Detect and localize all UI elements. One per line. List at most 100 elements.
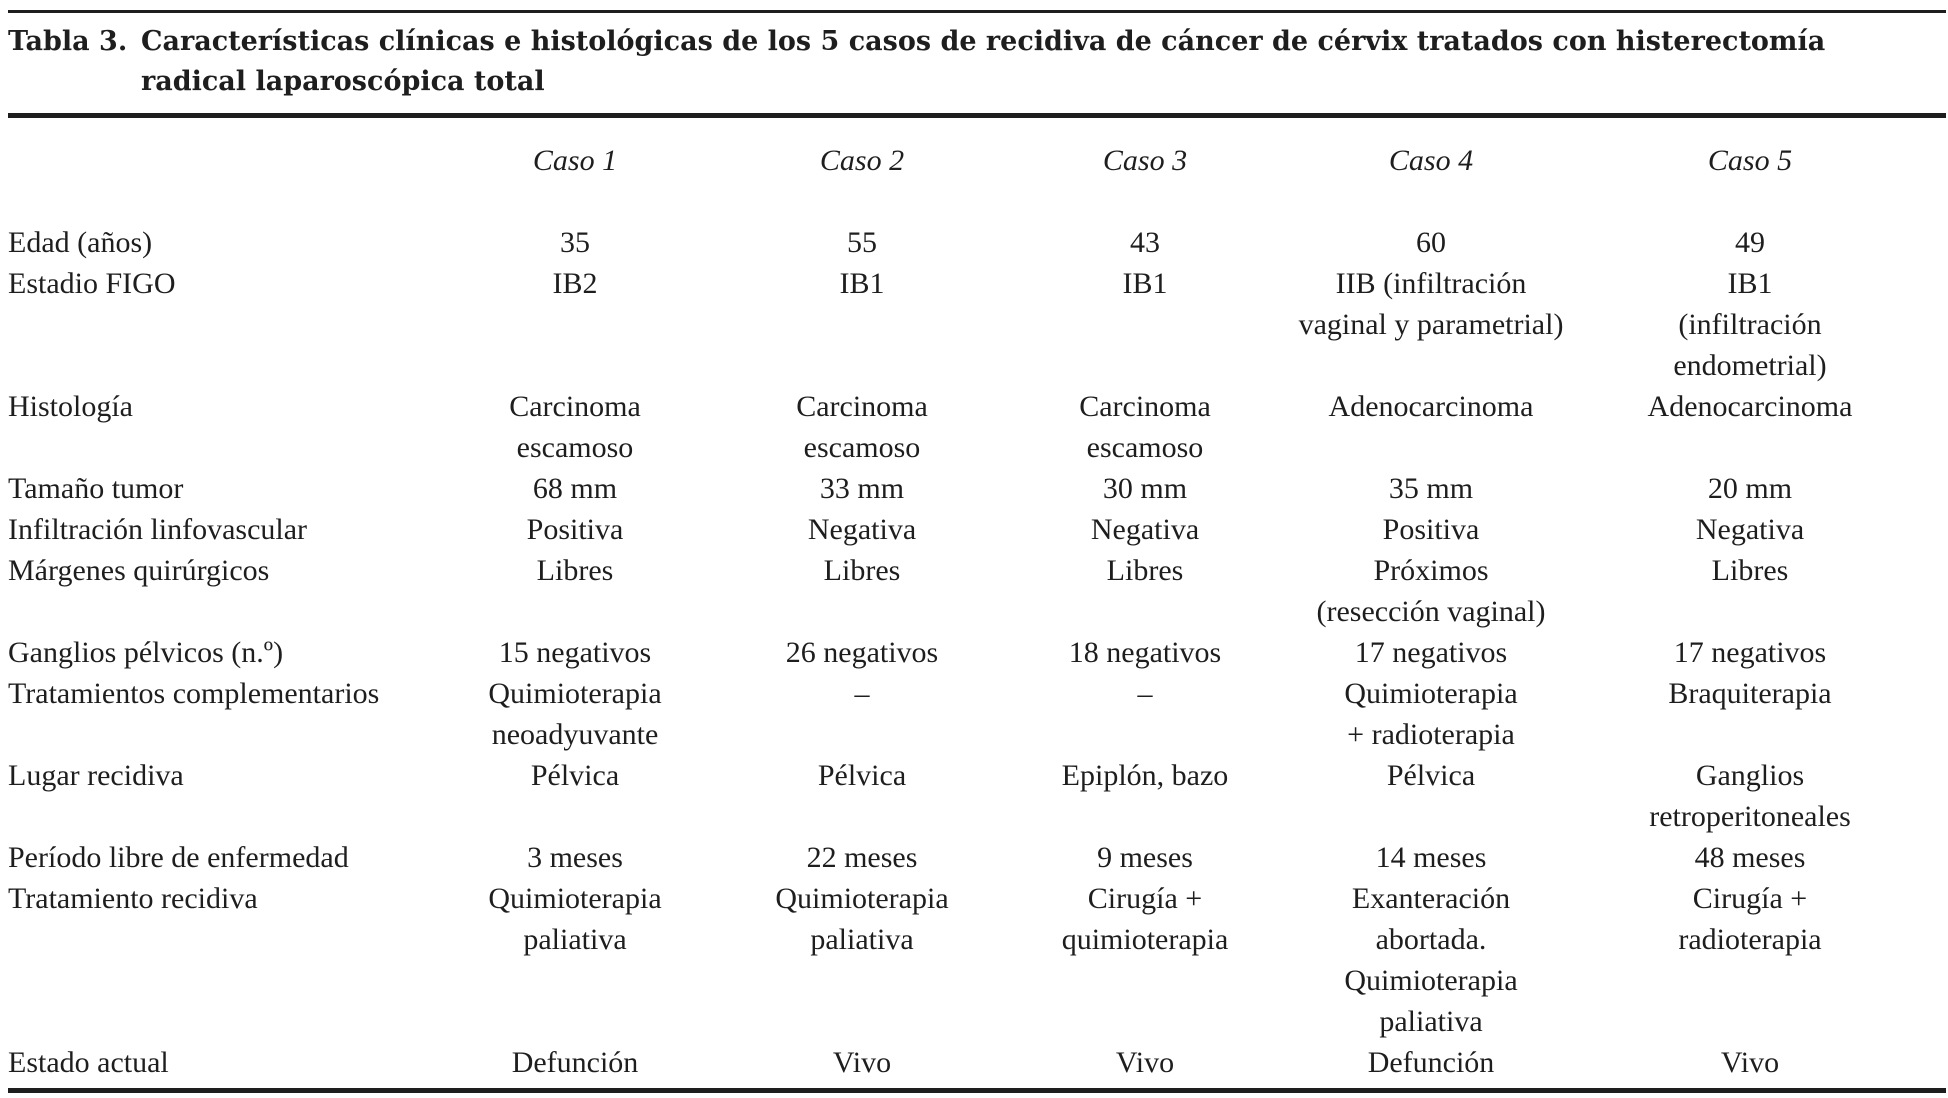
table-cell: 68 mm — [415, 468, 735, 509]
table-cell: 22 meses — [702, 837, 1022, 878]
cell-line: Quimioterapia — [488, 882, 662, 915]
table-cell: Adenocarcinoma — [1590, 386, 1910, 427]
cell-line: Vivo — [832, 1046, 892, 1079]
table-cell: IB1 (infiltración endometrial) — [1590, 263, 1910, 386]
table-cell: 9 meses — [985, 837, 1305, 878]
cell-line: neoadyuvante — [491, 718, 659, 751]
column-header-caso-5: Caso 5 — [1707, 144, 1793, 177]
cell-line: escamoso — [516, 431, 634, 464]
cell-line: Defunción — [1367, 1046, 1495, 1079]
cell-line: escamoso — [803, 431, 921, 464]
cell-line: Quimioterapia — [488, 677, 662, 710]
cell-line: 17 negativos — [1354, 636, 1508, 669]
cell-line: endometrial) — [1673, 349, 1827, 382]
cell-line: 9 meses — [1097, 841, 1193, 874]
table-cell: 3 meses — [415, 837, 735, 878]
cell-line: 49 — [1735, 226, 1765, 259]
cell-line: – — [1137, 677, 1153, 710]
cell-line: Negativa — [1090, 513, 1200, 546]
cell-line: Vivo — [1720, 1046, 1780, 1079]
cell-line: 60 — [1416, 226, 1446, 259]
cell-line: quimioterapia — [1061, 923, 1229, 956]
cell-line: + radioterapia — [1347, 718, 1515, 751]
table-cell: Carcinoma escamoso — [985, 386, 1305, 468]
table-cell: Defunción — [415, 1042, 735, 1083]
table-cell: IIB (infiltración vaginal y parametrial) — [1271, 263, 1591, 345]
cell-line: Cirugía + — [1692, 882, 1808, 915]
cell-line: radioterapia — [1678, 923, 1822, 956]
row-label-tratamiento-recidiva: Tratamiento recidiva — [8, 882, 258, 915]
cell-line: 35 — [560, 226, 590, 259]
caption-label: Tabla 3. — [8, 26, 128, 57]
table-cell: 60 — [1271, 222, 1591, 263]
table-cell: Libres — [702, 550, 1022, 591]
cell-line: 18 negativos — [1068, 636, 1222, 669]
table-cell: – — [702, 673, 1022, 714]
cell-line: Negativa — [1695, 513, 1805, 546]
cell-line: IB1 — [839, 267, 885, 300]
cell-line: Pélvica — [817, 759, 907, 792]
cell-line: 20 mm — [1707, 472, 1793, 505]
cell-line: paliativa — [1379, 1005, 1483, 1038]
caption-text-1: Características clínicas e histológicas … — [141, 26, 1826, 57]
table-cell: Negativa — [702, 509, 1022, 550]
row-label-margenes-quirurgicos: Márgenes quirúrgicos — [8, 554, 270, 587]
cell-line: Positiva — [1382, 513, 1480, 546]
cell-line: paliativa — [523, 923, 627, 956]
cell-line: Ganglios — [1695, 759, 1805, 792]
table-cell: Adenocarcinoma — [1271, 386, 1591, 427]
table-cell: 43 — [985, 222, 1305, 263]
caption-line-2: radical laparoscópica total — [141, 66, 545, 97]
cell-line: Braquiterapia — [1668, 677, 1832, 710]
table-cell: 55 — [702, 222, 1022, 263]
table-cell: Negativa — [985, 509, 1305, 550]
table-cell: 33 mm — [702, 468, 1022, 509]
cell-line: Positiva — [526, 513, 624, 546]
table-cell: Vivo — [1590, 1042, 1910, 1083]
table-cell: 17 negativos — [1590, 632, 1910, 673]
cell-line: (resección vaginal) — [1316, 595, 1546, 628]
cell-line: abortada. — [1375, 923, 1487, 956]
table-cell: Positiva — [415, 509, 735, 550]
table-cell: Quimioterapia paliativa — [702, 878, 1022, 960]
table-cell: 49 — [1590, 222, 1910, 263]
cell-line: Epiplón, bazo — [1061, 759, 1229, 792]
row-label-estadio-figo: Estadio FIGO — [8, 267, 176, 300]
row-label-edad: Edad (años) — [8, 226, 153, 259]
cell-line: IB1 — [1727, 267, 1773, 300]
cell-line: vaginal y parametrial) — [1298, 308, 1564, 341]
table-cell: – — [985, 673, 1305, 714]
cell-line: Quimioterapia — [1344, 677, 1518, 710]
cell-line: IIB (infiltración — [1335, 267, 1527, 300]
cell-line: IB2 — [552, 267, 598, 300]
table-cell: 14 meses — [1271, 837, 1591, 878]
row-label-periodo-libre: Período libre de enfermedad — [8, 841, 349, 874]
table-bottom-rule — [8, 1088, 1946, 1093]
table-cell: Libres — [1590, 550, 1910, 591]
table-cell: 48 meses — [1590, 837, 1910, 878]
table-cell: Quimioterapia neoadyuvante — [415, 673, 735, 755]
table-cell: Cirugía + radioterapia — [1590, 878, 1910, 960]
row-label-ganglios-pelvicos: Ganglios pélvicos (n.º) — [8, 636, 284, 669]
cell-line: 15 negativos — [498, 636, 652, 669]
table-cell: Vivo — [985, 1042, 1305, 1083]
cell-line: Vivo — [1115, 1046, 1175, 1079]
cell-line: Libres — [1711, 554, 1789, 587]
table-top-rule — [8, 10, 1946, 13]
cell-line: Exanteración — [1351, 882, 1511, 915]
table-cell: 35 mm — [1271, 468, 1591, 509]
cell-line: 55 — [847, 226, 877, 259]
table-cell: Defunción — [1271, 1042, 1591, 1083]
table-cell: Pélvica — [1271, 755, 1591, 796]
table-cell: 30 mm — [985, 468, 1305, 509]
table-cell: Vivo — [702, 1042, 1022, 1083]
row-label-histologia: Histología — [8, 390, 133, 423]
cell-line: 30 mm — [1102, 472, 1188, 505]
cell-line: Cirugía + — [1087, 882, 1203, 915]
cell-line: Libres — [536, 554, 614, 587]
cell-line: 17 negativos — [1673, 636, 1827, 669]
cell-line: Adenocarcinoma — [1328, 390, 1534, 423]
cell-line: (infiltración — [1678, 308, 1822, 341]
cell-line: – — [854, 677, 870, 710]
table-cell: IB1 — [702, 263, 1022, 304]
